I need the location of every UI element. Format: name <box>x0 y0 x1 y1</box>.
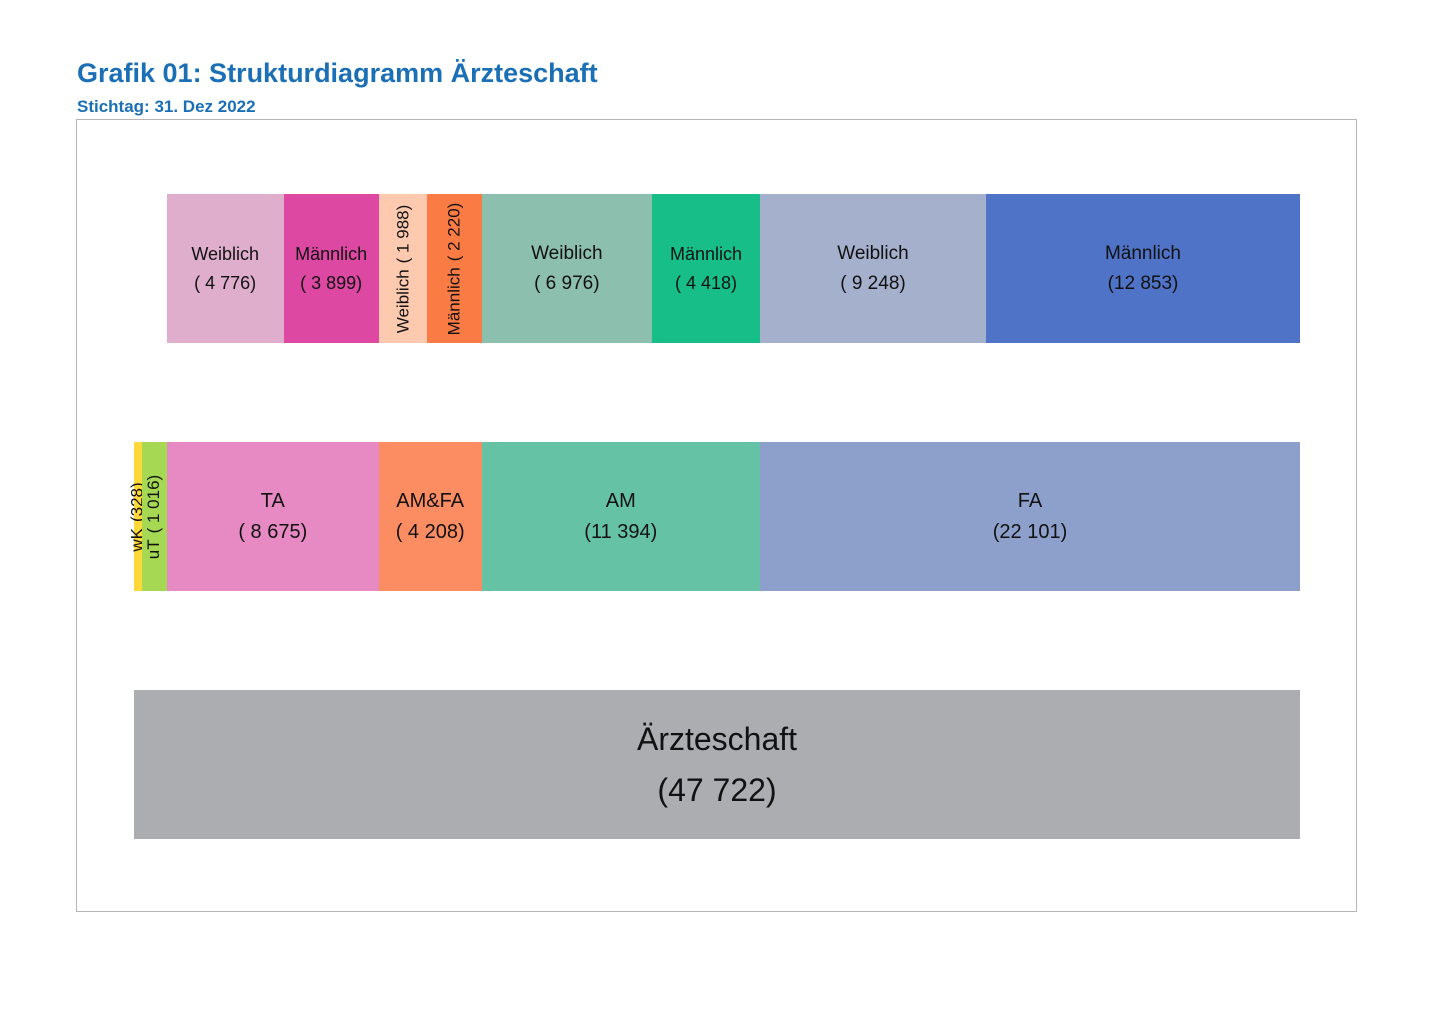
segment-label: Männlich <box>295 243 368 264</box>
segment-label: TA <box>260 489 285 512</box>
chart-frame <box>76 119 1357 912</box>
segment-value: (22 101) <box>992 520 1068 543</box>
segment-3-7: Weiblich ( 9 248) <box>760 194 986 343</box>
segment-label: AM <box>605 489 636 512</box>
segment-label: Weiblich <box>191 243 260 264</box>
segment-2-1: wK (328) <box>128 442 147 591</box>
segment-value: ( 6 976) <box>534 272 600 294</box>
segment-vertical-label: uT ( 1 016) <box>144 474 164 558</box>
segment-3-6: Männlich ( 4 418) <box>652 194 760 343</box>
segment-value: ( 1 988) <box>393 204 413 263</box>
segment-value: ( 2 220) <box>444 202 464 261</box>
segment-value: ( 3 899) <box>300 272 363 293</box>
segment-value: (47 722) <box>657 771 777 808</box>
segment-3-1: Weiblich ( 4 776) <box>166 194 284 343</box>
segment-label: Männlich <box>669 243 743 264</box>
segment-value: ( 4 208) <box>395 520 465 543</box>
segment-1-1: Ärzteschaft (47 722) <box>134 690 1300 839</box>
segment-label: Weiblich <box>531 242 603 264</box>
segment-value: ( 1 016) <box>144 474 164 533</box>
segment-label: uT <box>144 538 164 559</box>
segment-vertical-label: Weiblich ( 1 988) <box>393 204 413 333</box>
segment-label: Männlich <box>444 266 464 335</box>
segment-value: (12 853) <box>1107 272 1179 294</box>
segment-label: FA <box>1017 489 1043 512</box>
segment-3-8: Männlich (12 853) <box>985 194 1300 343</box>
segment-3-2: Männlich ( 3 899) <box>283 194 379 343</box>
segment-vertical-label: Männlich ( 2 220) <box>444 202 464 335</box>
segment-2-3: TA ( 8 675) <box>166 442 379 591</box>
segment-2-2: uT ( 1 016) <box>142 442 167 591</box>
segment-2-4: AM&FA ( 4 208) <box>378 442 482 591</box>
segment-label: Ärzteschaft <box>636 720 798 757</box>
chart-title: Grafik 01: Strukturdiagramm Ärzteschaft <box>77 58 598 88</box>
segment-value: ( 4 418) <box>674 272 738 293</box>
segment-3-5: Weiblich ( 6 976) <box>481 194 653 343</box>
segment-label: AM&FA <box>396 489 465 512</box>
segment-value: ( 4 776) <box>194 272 257 293</box>
segment-2-5: AM (11 394) <box>481 442 760 591</box>
segment-label: Männlich <box>1104 242 1181 264</box>
segment-3-3: Weiblich ( 1 988) <box>378 194 428 343</box>
segment-2-6: FA (22 101) <box>760 442 1300 591</box>
segment-value: ( 8 675) <box>238 520 308 543</box>
chart-subtitle: Stichtag: 31. Dez 2022 <box>77 97 256 116</box>
segment-value: ( 9 248) <box>840 272 906 294</box>
segment-3-4: Männlich ( 2 220) <box>427 194 482 343</box>
segment-label: Weiblich <box>393 268 413 333</box>
segment-value: (11 394) <box>584 520 658 543</box>
segment-label: Weiblich <box>837 242 909 264</box>
